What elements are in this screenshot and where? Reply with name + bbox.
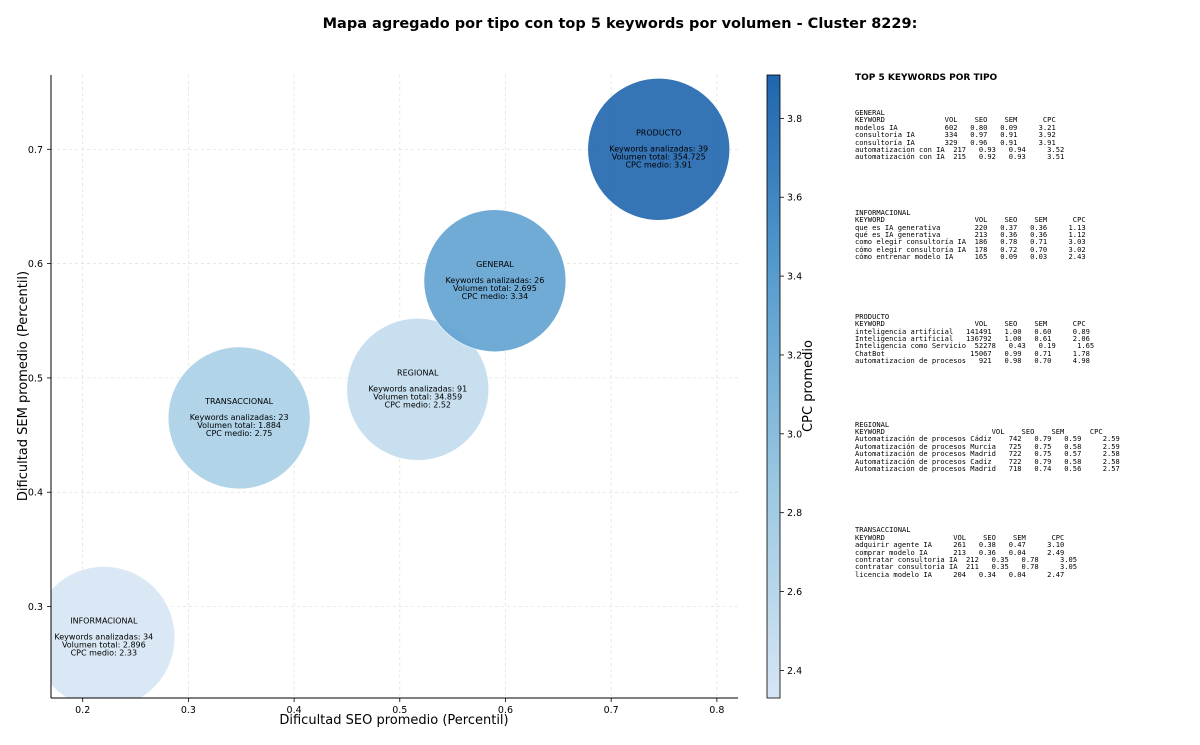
keyword-row: consultoría IA 329 0.96 0.91 3.91 [855, 137, 1056, 147]
block-title: GENERAL [855, 108, 885, 117]
x-tick-label: 0.7 [604, 705, 619, 716]
keyword-row: cómo elegir consultoría IA 178 0.72 0.70… [855, 244, 1086, 254]
bubble-label-cpc-text: CPC medio: 2.33 [71, 648, 138, 657]
keyword-row: Automatización de procesos Murcia 725 0.… [855, 441, 1120, 451]
y-tick-label: 0.7 [28, 145, 43, 156]
top-keywords-panel: TOP 5 KEYWORDS POR TIPO GENERAL KEYWORD V… [855, 73, 1195, 578]
colorbar-tick-label: 2.4 [787, 666, 802, 677]
y-tick-label: 0.6 [28, 259, 43, 270]
block-header: KEYWORD VOL SEO SEM CPC [855, 426, 1103, 436]
block-header: KEYWORD VOL SEO SEM CPC [855, 215, 1086, 225]
bubble-label-cpc-text: CPC medio: 2.75 [206, 429, 273, 438]
colorbar-tick-label: 3.8 [787, 114, 802, 125]
bubble-label-cpc-text: CPC medio: 3.34 [462, 292, 529, 301]
x-tick-label: 0.8 [709, 705, 724, 716]
colorbar-tick-label: 3.4 [787, 272, 802, 283]
block-title: PRODUCTO [855, 311, 890, 321]
keyword-block-regional: REGIONAL KEYWORD VOL SEO SEM CPC Automatiz… [855, 419, 1195, 473]
keyword-row: Automatización de procesos Madrid 722 0.… [855, 449, 1120, 459]
bubble-general [423, 209, 567, 353]
bubble-regional [346, 318, 490, 461]
y-tick-label: 0.5 [28, 373, 43, 384]
keyword-row: adquirir agente IA 261 0.38 0.47 3.10 [855, 540, 1065, 550]
keyword-blocks: GENERAL KEYWORD VOL SEO SEM CPC modelos IA… [855, 109, 1195, 579]
bubble-informacional [51, 566, 176, 698]
keyword-row: cómo entrenar modelo IA 165 0.09 0.03 2.… [855, 252, 1086, 262]
keyword-row: que es IA generativa 220 0.37 0.36 1.13 [855, 222, 1086, 232]
keyword-row: Automatización de procesos Cádiz 742 0.7… [855, 434, 1120, 444]
keyword-row: ChatBot 15067 0.99 0.71 1.78 [855, 348, 1090, 358]
bubble-label-keywords: Keywords analizadas: 26 [445, 276, 544, 285]
bubble-label-volume: Volumen total: 34.859 [373, 392, 462, 401]
x-tick-label: 0.3 [181, 705, 196, 716]
colorbar-tick-label: 3.6 [787, 193, 802, 204]
keyword-block-producto: PRODUCTO KEYWORD VOL SEO SEM CPC inteligen… [855, 311, 1195, 366]
keyword-row: qué es IA generativa 213 0.36 0.36 1.12 [855, 230, 1086, 240]
bubble-label-cpc-text: CPC medio: 3.91 [625, 160, 692, 169]
keyword-block-general: GENERAL KEYWORD VOL SEO SEM CPC modelos IA… [855, 109, 1195, 161]
x-axis-label: Dificultad SEO promedio (Percentil) [279, 713, 508, 728]
bubble-label-name: GENERAL [476, 260, 514, 269]
bubble-label-name: REGIONAL [397, 368, 439, 377]
colorbar: 2.4 2.6 2.8 3.0 3.2 3.4 3.6 3.8 [766, 74, 802, 699]
block-header: KEYWORD VOL SEO SEM CPC [855, 115, 1056, 125]
keyword-row: consultoria IA 334 0.97 0.91 3.92 [855, 130, 1056, 140]
colorbar-tick-label: 2.6 [787, 587, 802, 598]
chart-title: Mapa agregado por tipo con top 5 keyword… [322, 16, 918, 32]
block-header: KEYWORD VOL SEO SEM CPC [855, 532, 1065, 542]
bubble-label-volume: Volumen total: 354.725 [612, 152, 706, 161]
bubble-label-keywords: Keywords analizadas: 91 [368, 384, 467, 393]
keyword-row: licencia modelo IA 204 0.34 0.04 2.47 [855, 569, 1065, 579]
bubble-label-volume: Volumen total: 1.884 [197, 421, 281, 430]
colorbar-gradient [766, 74, 781, 699]
block-header: KEYWORD VOL SEO SEM CPC [855, 319, 1086, 329]
bubble-producto [587, 78, 731, 221]
bubble-label-keywords: Keywords analizadas: 34 [54, 632, 153, 641]
bubble-label-name: INFORMACIONAL [70, 616, 138, 625]
bubble-transaccional [167, 346, 311, 490]
keyword-row: inteligencia artificial 141491 1.00 0.60… [855, 326, 1090, 336]
keyword-row: contratar consultoria IA 212 0.35 0.78 3… [855, 555, 1078, 564]
block-title: INFORMACIONAL [855, 207, 911, 217]
keyword-row: como elegir consultoría IA 186 0.78 0.71… [855, 237, 1086, 247]
keyword-row: Automatizacion de procesos Madrid 718 0.… [855, 463, 1120, 473]
keyword-row: Inteligencia artificial 136792 1.00 0.61… [855, 333, 1090, 343]
y-tick-label: 0.4 [28, 488, 43, 499]
bubble-label-volume: Volumen total: 2.896 [62, 640, 146, 649]
keyword-row: comprar modelo IA 213 0.36 0.04 2.49 [855, 547, 1065, 557]
panel-title: TOP 5 KEYWORDS POR TIPO [855, 73, 998, 83]
bubble-label-volume: Volumen total: 2.695 [453, 284, 537, 293]
keyword-row: Automatización de procesos Cadiz 722 0.7… [855, 456, 1120, 466]
colorbar-tick-label: 2.8 [787, 508, 802, 519]
y-tick-label: 0.3 [28, 602, 43, 613]
keyword-row: automatizacion de procesos 921 0.98 0.70… [855, 356, 1090, 366]
keyword-block-transaccional: TRANSACCIONAL KEYWORD VOL SEO SEM CPC adqu… [855, 526, 1195, 578]
block-title: REGIONAL [855, 419, 890, 429]
y-axis-label: Dificultad SEM promedio (Percentil) [16, 271, 31, 501]
keyword-block-informacional: INFORMACIONAL KEYWORD VOL SEO SEM CPC que … [855, 207, 1195, 262]
bubble-label-name: PRODUCTO [636, 128, 681, 137]
colorbar-label: CPC promedio [801, 340, 816, 432]
bubble-label-cpc-text: CPC medio: 2.52 [385, 400, 452, 409]
axes: 0.2 0.3 0.4 0.5 0.6 0.7 0.8 0.3 0.4 0.5 0.6 0.7 [28, 75, 738, 716]
keyword-row: automatizacion con IA 217 0.93 0.94 3.52 [855, 145, 1065, 155]
bubble-layer [51, 78, 731, 698]
x-tick-label: 0.4 [287, 705, 302, 716]
x-tick-label: 0.5 [392, 705, 407, 716]
bubble-label-keywords: Keywords analizadas: 39 [609, 144, 708, 153]
block-title: TRANSACCIONAL [855, 525, 911, 535]
colorbar-tick-label: 3.2 [787, 350, 802, 361]
keyword-row: automatización con IA 215 0.92 0.93 3.51 [855, 152, 1065, 162]
x-tick-label: 0.2 [75, 705, 90, 716]
keyword-row: Inteligencia como Servicio 52278 0.43 0.… [855, 341, 1095, 351]
keyword-row: modelos IA 602 0.80 0.09 3.21 [855, 122, 1056, 132]
bubble-label-name: TRANSACCIONAL [204, 397, 273, 406]
colorbar-tick-label: 3.0 [787, 429, 802, 440]
bubble-label-keywords: Keywords analizadas: 23 [190, 413, 289, 422]
x-tick-label: 0.6 [498, 705, 513, 716]
keyword-row: contratar consultoría IA 211 0.35 0.78 3… [855, 562, 1078, 572]
